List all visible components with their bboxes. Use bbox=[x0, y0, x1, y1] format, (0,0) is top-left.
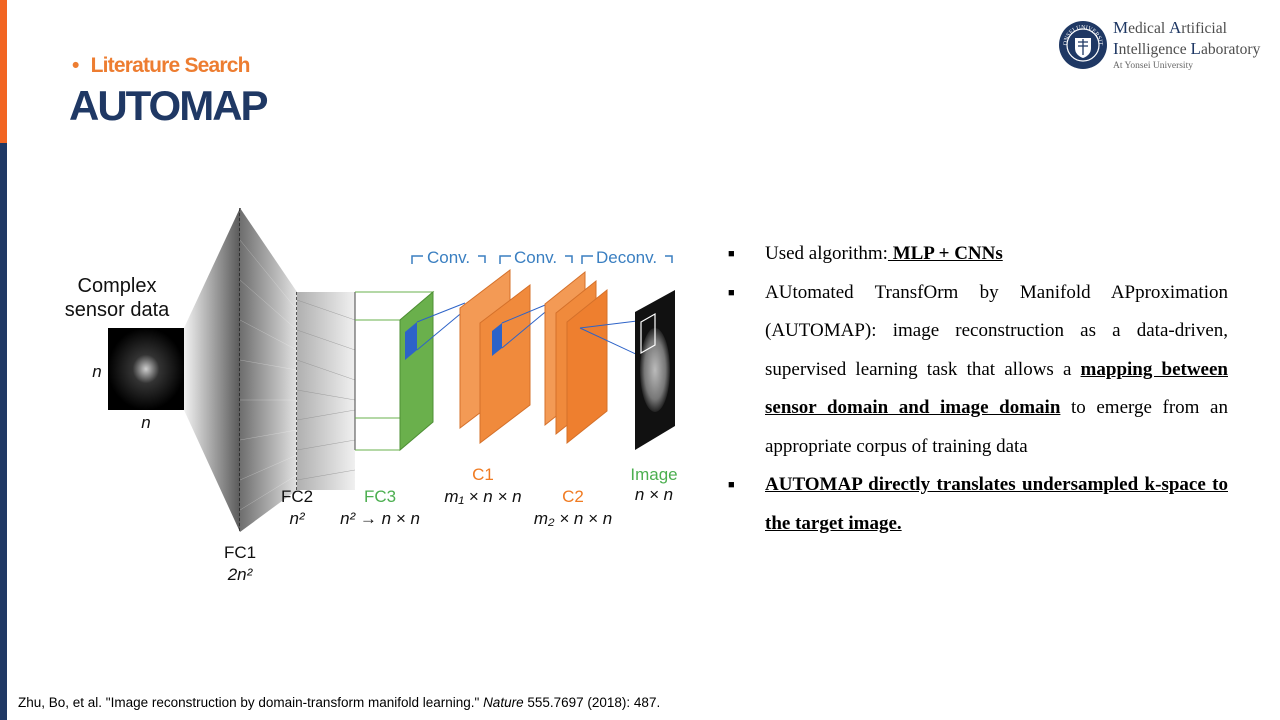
bullet-dot-icon: • bbox=[72, 54, 79, 77]
logo-subtitle: At Yonsei University bbox=[1113, 61, 1193, 71]
operation-arrows bbox=[411, 255, 673, 264]
logo-cap: M bbox=[1113, 18, 1129, 37]
fc2-size: n² bbox=[289, 509, 305, 528]
logo-word: aboratory bbox=[1200, 41, 1261, 58]
logo-cap: A bbox=[1169, 18, 1182, 37]
c2-feature-map-3 bbox=[566, 288, 608, 445]
fc3-reshape-plane bbox=[399, 290, 434, 452]
citation: Zhu, Bo, et al. "Image reconstruction by… bbox=[18, 695, 660, 710]
fc1-fc2-connections bbox=[240, 208, 297, 532]
n-dimension-bottom: n bbox=[141, 413, 150, 432]
fc3-label: FC3 bbox=[364, 487, 396, 506]
c1-kernel-patch bbox=[492, 323, 502, 356]
square-bullet-icon: ■ bbox=[728, 248, 735, 260]
bullet-emphasis: MLP + CNNs bbox=[887, 243, 1003, 264]
section-label: • Literature Search bbox=[72, 54, 251, 78]
n-dimension-left: n bbox=[92, 362, 101, 381]
logo-word: rtificial bbox=[1181, 20, 1227, 37]
k-space-input-image bbox=[108, 328, 184, 410]
citation-text: 555.7697 (2018): 487. bbox=[523, 695, 661, 710]
bullet-emphasis: AUTOMAP directly translates undersampled… bbox=[765, 474, 1228, 534]
bullet-item-summary: ■ AUTOMAP directly translates undersampl… bbox=[728, 466, 1228, 543]
c1-size: m₁ × n × n bbox=[444, 487, 521, 506]
fc3-size: n² → n × n bbox=[340, 509, 420, 528]
accent-bar-orange bbox=[0, 0, 7, 143]
fc1-size: 2n² bbox=[227, 565, 254, 584]
university-seal-icon: YONSEI UNIVERSITY bbox=[1058, 20, 1107, 69]
image-size: n × n bbox=[635, 485, 673, 504]
fc-connection-lines bbox=[239, 239, 298, 511]
citation-journal: Nature bbox=[483, 695, 524, 710]
logo-word: edical bbox=[1128, 20, 1170, 37]
op-conv-1: Conv. bbox=[427, 248, 470, 267]
lab-logo: YONSEI UNIVERSITY Medical Artificial Int… bbox=[1058, 18, 1273, 74]
accent-bar-navy bbox=[0, 143, 7, 720]
bullet-text: to emerge from an appropriate corpus of … bbox=[765, 397, 1228, 457]
c1-label: C1 bbox=[472, 465, 494, 484]
input-label-line2: sensor data bbox=[65, 299, 170, 321]
fc1-funnel bbox=[184, 208, 240, 532]
fc2-fc3-connections bbox=[297, 292, 355, 490]
fc3-kernel-patch bbox=[405, 322, 417, 360]
page-title: AUTOMAP bbox=[69, 82, 269, 129]
c1-feature-map-2 bbox=[479, 283, 531, 445]
op-deconv: Deconv. bbox=[596, 248, 657, 267]
citation-text: Zhu, Bo, et al. "Image reconstruction by… bbox=[18, 695, 484, 710]
square-bullet-icon: ■ bbox=[728, 286, 735, 299]
fc2-label: FC2 bbox=[281, 487, 313, 506]
input-label-line1: Complex bbox=[78, 275, 157, 297]
fc1-label: FC1 bbox=[224, 543, 256, 562]
section-label-text: Literature Search bbox=[90, 54, 251, 77]
bullet-item-definition: ■ AUtomated TransfOrm by Manifold APprox… bbox=[728, 274, 1228, 467]
output-patch-highlight bbox=[640, 312, 656, 355]
bullet-list: ■ Used algorithm: MLP + CNNs ■ AUtomated… bbox=[728, 235, 1228, 543]
c2-size: m₂ × n × n bbox=[534, 509, 612, 528]
logo-cap: I bbox=[1113, 39, 1119, 58]
bullet-text: AUtomated TransfOrm by Manifold APproxim… bbox=[765, 281, 1228, 380]
fc2-connection-lines bbox=[296, 299, 356, 481]
bullet-text: Used algorithm: bbox=[765, 243, 888, 264]
c2-label: C2 bbox=[562, 487, 584, 506]
logo-text: Medical Artificial Intelligence Laborato… bbox=[1113, 18, 1260, 72]
bullet-emphasis: mapping between sensor domain and image … bbox=[765, 358, 1228, 419]
logo-word: ntelligence bbox=[1118, 41, 1191, 58]
image-label: Image bbox=[630, 465, 677, 484]
bullet-item-algorithm: ■ Used algorithm: MLP + CNNs bbox=[728, 235, 1228, 274]
square-bullet-icon: ■ bbox=[728, 479, 735, 491]
logo-cap: L bbox=[1190, 39, 1201, 58]
automap-architecture-diagram: Complex sensor data n n bbox=[65, 208, 678, 584]
op-conv-2: Conv. bbox=[514, 248, 557, 267]
